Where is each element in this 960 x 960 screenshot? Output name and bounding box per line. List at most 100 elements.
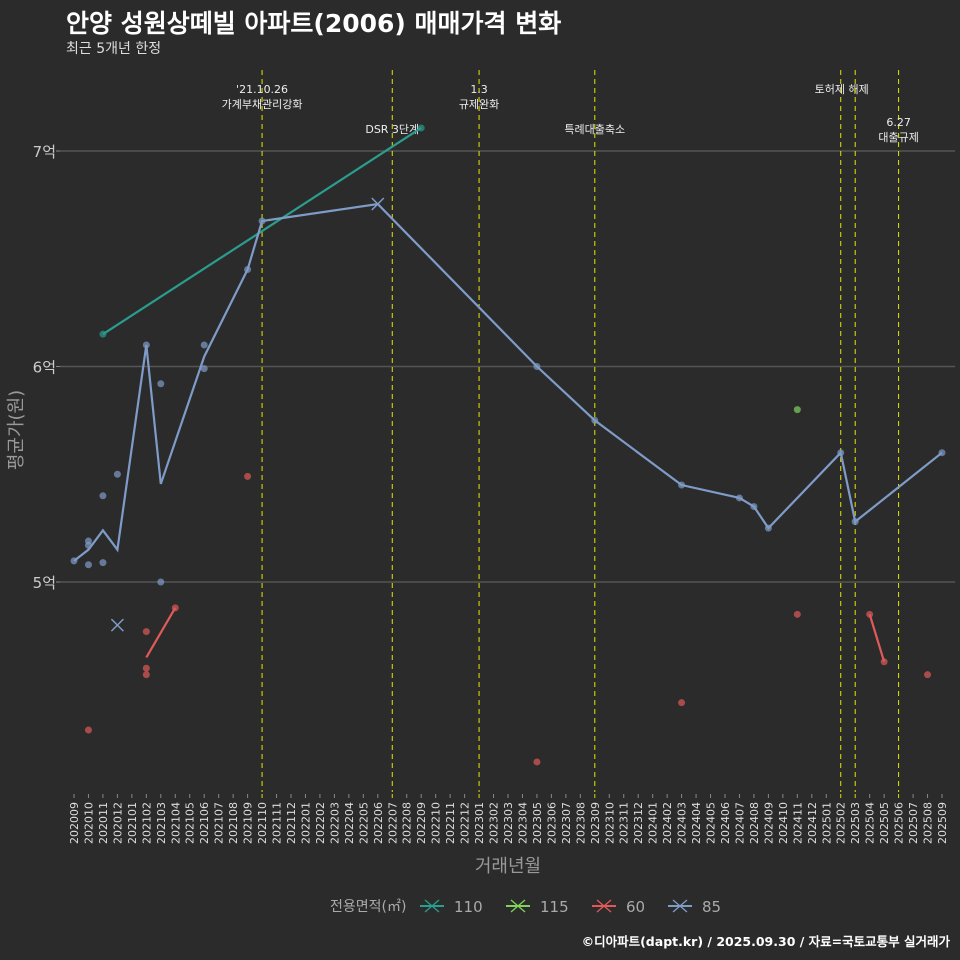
- legend-key-cross-85: [672, 899, 688, 913]
- data-point-85: [938, 449, 946, 457]
- event-label: 특례대출축소: [564, 123, 625, 136]
- x-tick-label: 202103: [155, 802, 168, 844]
- series-line-60: [145, 607, 177, 658]
- data-point-60: [142, 671, 150, 679]
- x-tick-label: 202111: [271, 802, 284, 844]
- x-tick-label: 202307: [560, 802, 573, 844]
- x-tick-label: 202304: [516, 802, 529, 844]
- x-tick-label: 202404: [690, 802, 703, 844]
- data-point-110: [99, 330, 107, 338]
- data-point-60: [142, 664, 150, 672]
- x-tick-label: 202110: [256, 802, 269, 844]
- source-footer: ©디아파트(dapt.kr) / 2025.09.30 / 자료=국토교통부 실…: [581, 934, 950, 949]
- data-point-85: [851, 518, 859, 526]
- cross-marker-85: [371, 197, 385, 211]
- x-tick-label: 202102: [140, 802, 153, 844]
- data-point-85: [84, 541, 92, 549]
- data-point-85: [258, 217, 266, 225]
- data-point-60: [84, 726, 92, 734]
- data-point-85: [750, 503, 758, 511]
- data-point-110: [417, 124, 425, 132]
- x-tick-label: 202209: [415, 802, 428, 844]
- x-tick-label: 202410: [777, 802, 790, 844]
- data-point-60: [142, 628, 150, 636]
- data-point-85: [113, 470, 121, 478]
- x-tick-label: 202308: [574, 802, 587, 844]
- x-tick-label: 202305: [531, 802, 544, 844]
- x-tick-label: 202504: [864, 802, 877, 844]
- data-point-60: [678, 699, 686, 707]
- legend-title: 전용면적(㎡): [330, 899, 406, 915]
- event-label: '21.10.26: [236, 83, 288, 96]
- x-tick-label: 202011: [97, 802, 110, 844]
- x-tick-label: 202408: [748, 802, 761, 844]
- event-label: DSR 3단계: [365, 123, 419, 136]
- data-point-85: [70, 557, 78, 565]
- data-point-85: [200, 341, 208, 349]
- x-tick-label: 202105: [184, 802, 197, 844]
- data-point-85: [764, 524, 772, 532]
- data-point-60: [244, 472, 252, 480]
- x-tick-label: 202306: [545, 802, 558, 844]
- chart-subtitle: 최근 5개년 한정: [66, 41, 162, 57]
- legend-label-110: 110: [454, 898, 483, 916]
- x-tick-label: 202403: [676, 802, 689, 844]
- x-tick-label: 202009: [68, 802, 81, 844]
- x-tick-label: 202506: [893, 802, 906, 844]
- x-tick-label: 202212: [459, 802, 472, 844]
- x-tick-label: 202508: [922, 802, 935, 844]
- data-point-85: [735, 494, 743, 502]
- x-tick-label: 202108: [227, 802, 240, 844]
- legend-key-cross-115: [510, 899, 526, 913]
- x-tick-label: 202206: [372, 802, 385, 844]
- series-line-110: [102, 127, 422, 336]
- y-axis-label: 평균가(원): [6, 390, 27, 470]
- x-tick-label: 202101: [126, 802, 139, 844]
- x-tick-label: 202202: [314, 802, 327, 844]
- legend-label-115: 115: [540, 898, 569, 916]
- data-point-60: [171, 604, 179, 612]
- x-tick-label: 202104: [169, 802, 182, 844]
- data-point-85: [837, 449, 845, 457]
- x-axis-label: 거래년월: [475, 856, 541, 877]
- x-tick-label: 202204: [343, 802, 356, 844]
- x-tick-label: 202208: [401, 802, 414, 844]
- x-tick-label: 202311: [618, 802, 631, 844]
- legend-label-60: 60: [626, 898, 645, 916]
- x-tick-label: 202401: [647, 802, 660, 844]
- x-tick-label: 202503: [849, 802, 862, 844]
- event-label: 가계부채관리강화: [222, 98, 303, 111]
- x-tick-label: 202012: [111, 802, 124, 844]
- data-point-85: [678, 481, 686, 489]
- data-point-85: [200, 365, 208, 373]
- legend-key-cross-60: [596, 899, 612, 913]
- x-tick-label: 202409: [762, 802, 775, 844]
- x-tick-label: 202205: [357, 802, 370, 844]
- data-point-85: [142, 341, 150, 349]
- data-point-85: [157, 380, 165, 388]
- data-point-60: [866, 610, 874, 618]
- event-label: 6.27: [886, 116, 911, 129]
- x-tick-label: 202301: [473, 802, 486, 844]
- data-point-85: [533, 363, 541, 370]
- x-tick-label: 202106: [198, 802, 211, 844]
- cross-marker-85: [110, 618, 124, 632]
- x-tick-label: 202312: [632, 802, 645, 844]
- event-label: 대출규제: [878, 131, 918, 144]
- y-tick-label: 6억: [33, 359, 56, 377]
- data-point-85: [99, 559, 107, 567]
- legend-label-85: 85: [702, 898, 721, 916]
- x-tick-label: 202203: [328, 802, 341, 844]
- x-tick-label: 202405: [705, 802, 718, 844]
- x-tick-label: 202201: [299, 802, 312, 844]
- x-tick-label: 202310: [603, 802, 616, 844]
- event-label: 규제완화: [459, 98, 499, 111]
- data-point-85: [244, 266, 252, 274]
- y-tick-label: 5억: [33, 574, 56, 592]
- series-line-85: [73, 202, 943, 562]
- legend-key-cross-110: [424, 899, 440, 913]
- x-tick-label: 202407: [733, 802, 746, 844]
- data-point-60: [924, 671, 932, 679]
- x-tick-label: 202402: [661, 802, 674, 844]
